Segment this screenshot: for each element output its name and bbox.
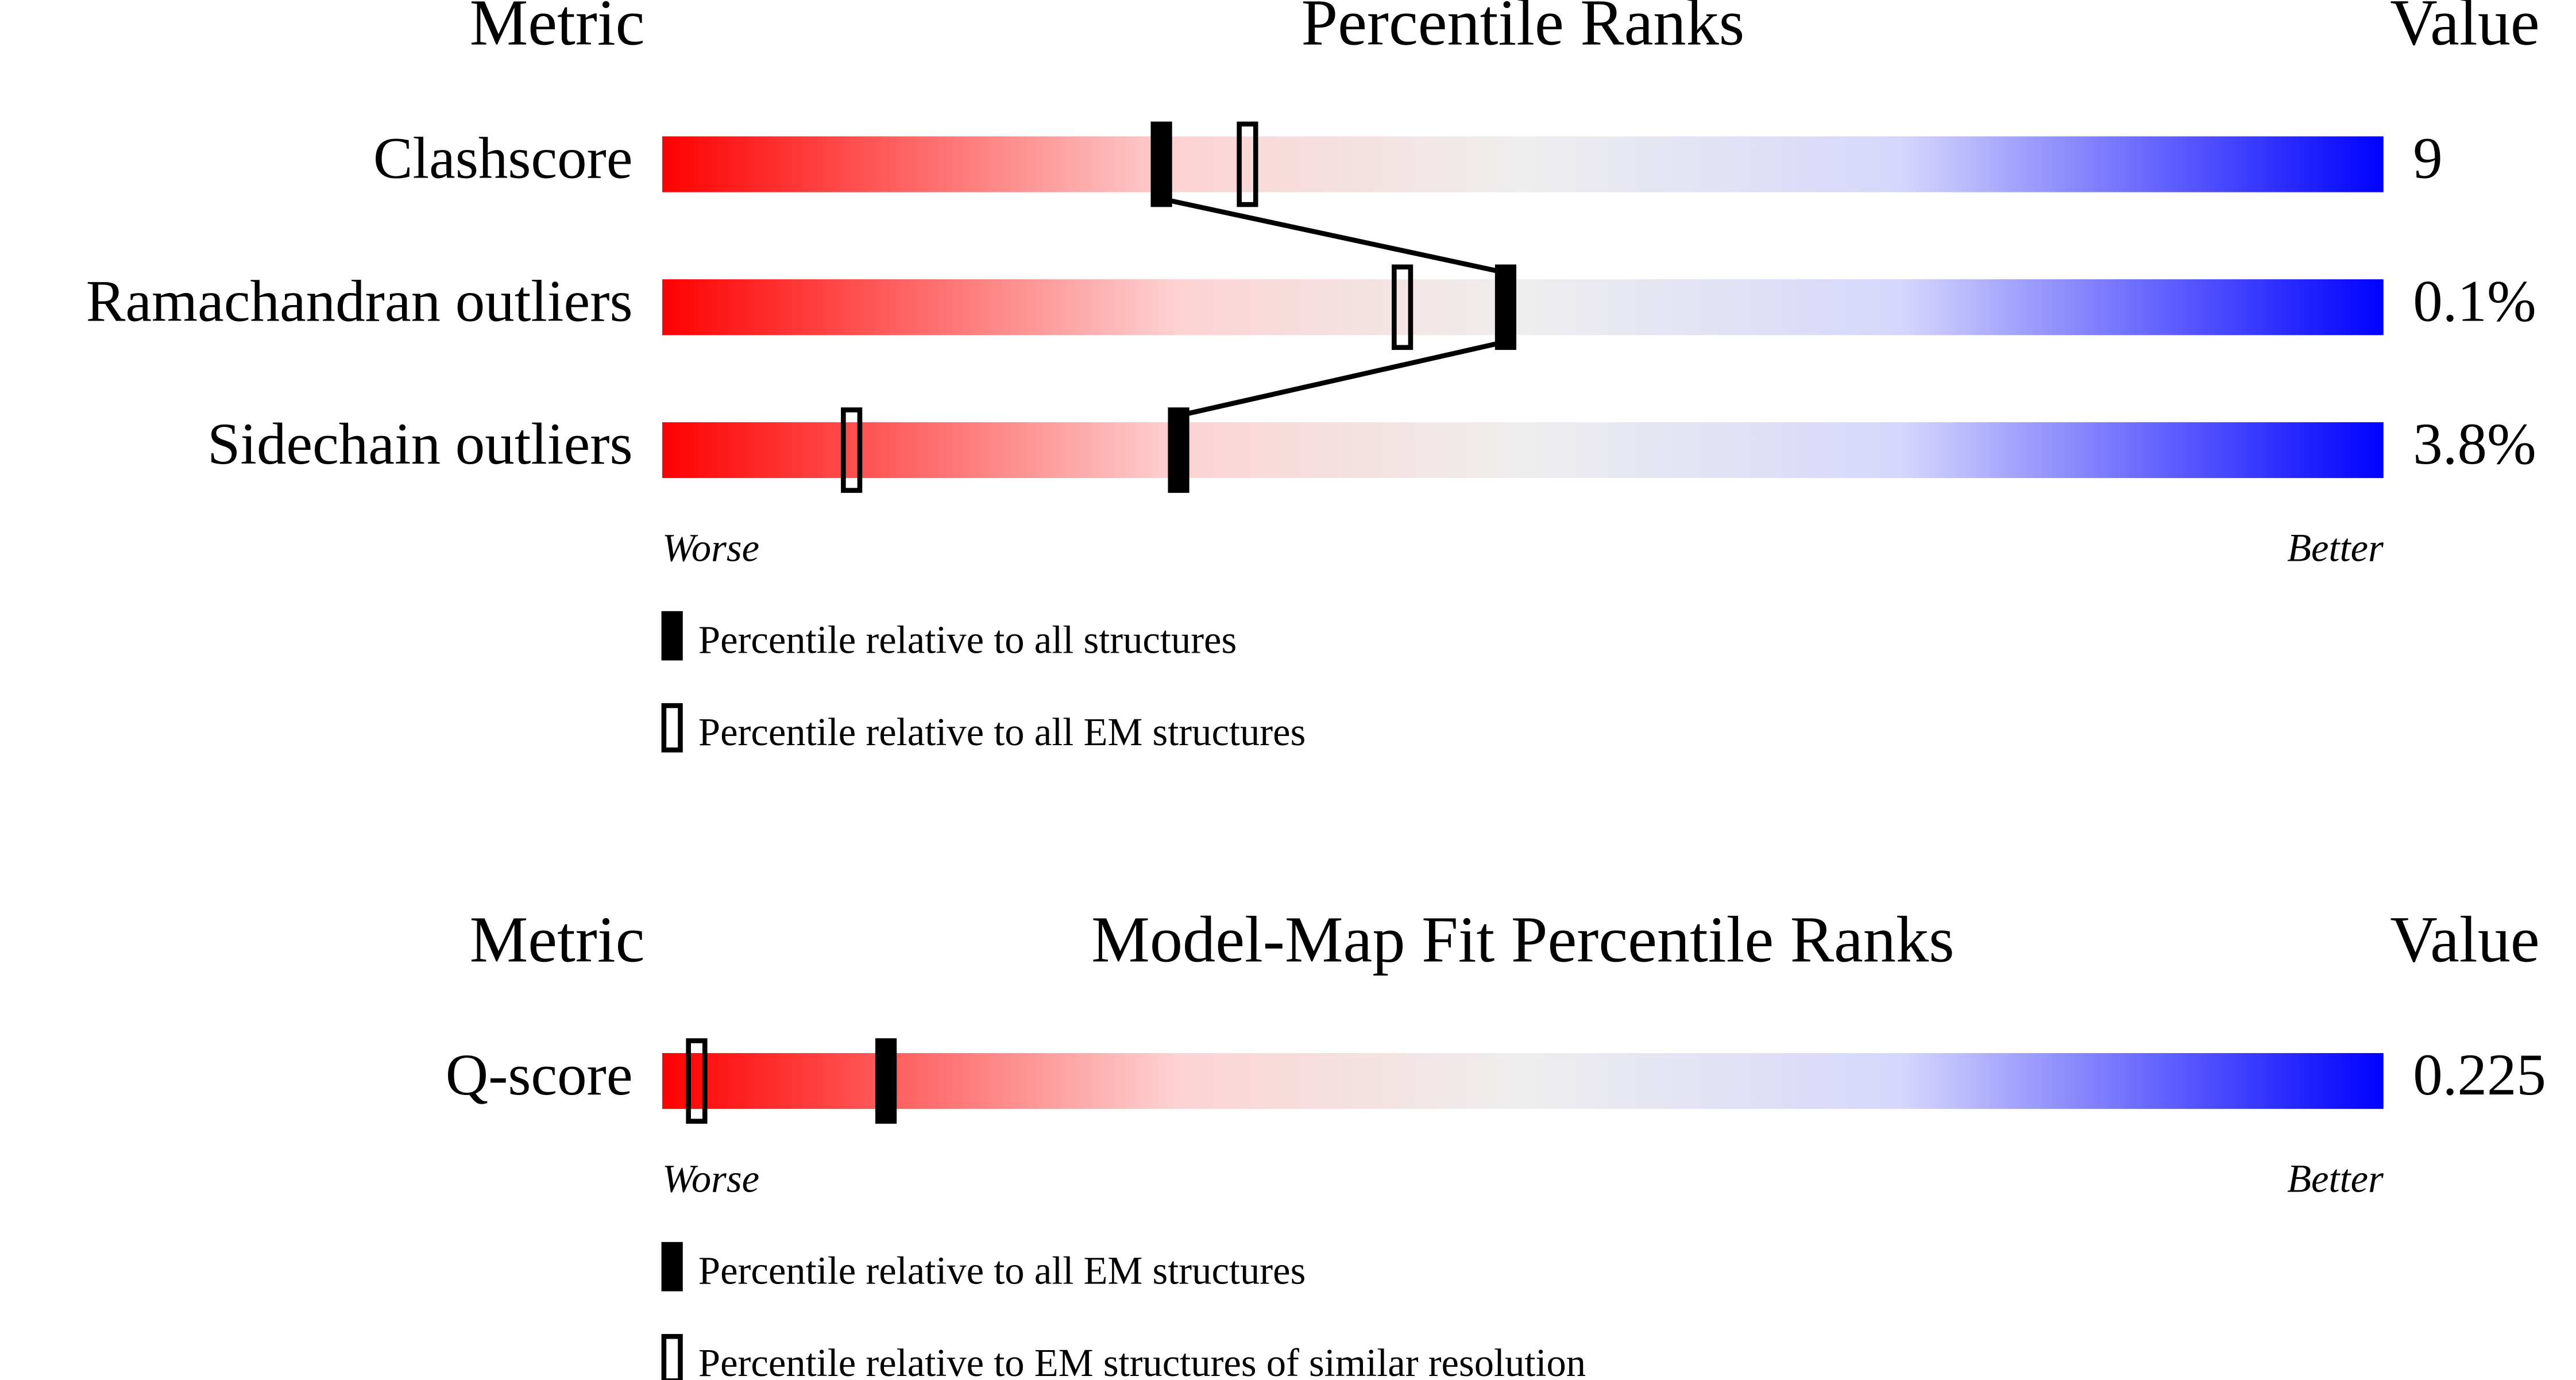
legend-marker (661, 611, 683, 661)
metric-value: 0.1% (2413, 268, 2536, 334)
worse-label: Worse (662, 1157, 759, 1201)
percentile-bar (662, 279, 2384, 336)
metric-header: Metric (470, 0, 645, 59)
better-label: Better (2287, 1157, 2384, 1201)
legend-label: Percentile relative to all structures (698, 618, 1237, 662)
chart-title: Percentile Ranks (1301, 0, 1745, 59)
metric-value: 3.8% (2413, 411, 2536, 477)
legend-marker (661, 1333, 683, 1380)
metric-value: 0.225 (2413, 1042, 2546, 1108)
connector-line (1178, 339, 1507, 418)
legend-marker (661, 703, 683, 753)
better-label: Better (2287, 526, 2384, 570)
value-header: Value (2390, 0, 2539, 59)
percentile-marker (1392, 264, 1413, 350)
percentile-bar (662, 422, 2384, 479)
metric-label: Sidechain outliers (207, 411, 632, 477)
legend-marker (661, 1242, 683, 1292)
metric-label: Q-score (446, 1042, 633, 1108)
percentile-bar (662, 136, 2384, 192)
metric-label: Clashscore (373, 126, 633, 191)
chart-title: Model-Map Fit Percentile Ranks (1091, 903, 1955, 976)
legend-label: Percentile relative to EM structures of … (698, 1341, 1586, 1380)
metric-value: 9 (2413, 126, 2442, 191)
worse-label: Worse (662, 526, 759, 570)
percentile-marker (1237, 121, 1258, 207)
percentile-marker (686, 1038, 708, 1124)
metric-header: Metric (470, 903, 645, 976)
value-header: Value (2390, 903, 2539, 976)
percentile-marker (841, 407, 863, 493)
percentile-bar (662, 1053, 2384, 1109)
legend-label: Percentile relative to all EM structures (698, 710, 1306, 754)
percentile-marker (1168, 407, 1189, 493)
connector-line (1161, 196, 1507, 275)
percentile-marker (1494, 264, 1517, 350)
legend-label: Percentile relative to all EM structures (698, 1249, 1306, 1293)
percentile-marker (875, 1038, 897, 1124)
metric-label: Ramachandran outliers (86, 268, 633, 334)
percentile-marker (1150, 121, 1172, 207)
